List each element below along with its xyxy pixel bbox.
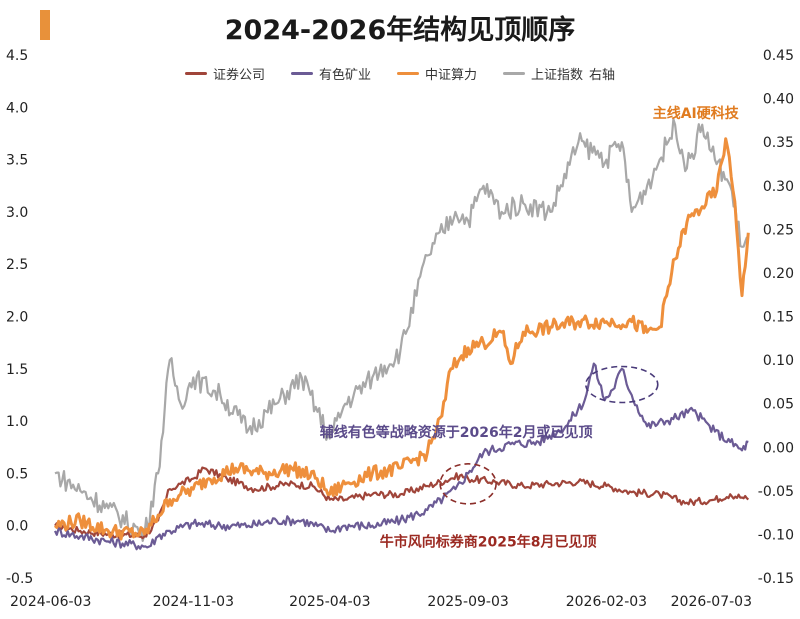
y-right-tick-label: 0.05 <box>763 397 794 413</box>
legend-item-brokers: 证券公司 <box>184 64 265 83</box>
y-left-tick-label: 2.0 <box>6 310 28 326</box>
annotation-metals: 辅线有色等战略资源于2026年2月或已见顶 <box>320 424 593 441</box>
x-tick-label: 2026-02-03 <box>566 594 647 610</box>
legend-label-brokers: 证券公司 <box>212 68 265 83</box>
y-left-tick-label: 4.5 <box>6 48 28 64</box>
y-right-tick-label: 0.35 <box>763 135 794 151</box>
annotation-ai: 主线AI硬科技 <box>653 105 740 122</box>
legend: 证券公司 有色矿业 中证算力 上证指数 右轴 <box>0 64 800 83</box>
legend-swatch-index <box>503 72 525 75</box>
series-line-brokers <box>54 466 750 540</box>
title-accent-bar <box>40 10 50 40</box>
y-left-tick-label: 3.0 <box>6 205 28 221</box>
y-left-tick-label: 3.5 <box>6 153 28 169</box>
y-right-tick-label: -0.15 <box>758 571 794 587</box>
legend-swatch-brokers <box>184 72 207 75</box>
y-right-tick-label: 0.10 <box>763 353 794 369</box>
y-right-tick-label: 0.25 <box>763 222 794 238</box>
ellipse-metals-peak <box>584 365 659 404</box>
legend-item-compute: 中证算力 <box>396 64 477 83</box>
y-right-tick-label: 0.00 <box>763 440 794 456</box>
x-tick-label: 2025-09-03 <box>427 594 508 610</box>
ellipse-brokers-peak <box>439 463 497 505</box>
y-left-tick-label: 2.5 <box>6 257 28 273</box>
legend-label-index: 上证指数 <box>531 68 584 83</box>
legend-swatch-compute <box>396 72 419 75</box>
annotation-brokers: 牛市风向标券商2025年8月已见顶 <box>380 534 597 551</box>
legend-label-metals: 有色矿业 <box>318 68 371 83</box>
x-tick-label: 2026-07-03 <box>671 594 752 610</box>
legend-label-compute: 中证算力 <box>424 68 477 83</box>
legend-label-right-axis: 右轴 <box>589 68 616 83</box>
y-right-tick-label: 0.40 <box>763 92 794 108</box>
y-left-tick-label: 1.0 <box>6 414 28 430</box>
y-left-tick-label: 0.5 <box>6 466 28 482</box>
series-line-compute <box>53 137 750 541</box>
y-left-tick-label: -0.5 <box>6 571 33 587</box>
y-right-tick-label: 0.15 <box>763 310 794 326</box>
y-left-tick-label: 0.0 <box>6 519 28 535</box>
legend-item-index: 上证指数 右轴 <box>503 64 615 83</box>
y-right-tick-label: 0.30 <box>763 179 794 195</box>
x-tick-label: 2024-11-03 <box>153 594 234 610</box>
x-tick-label: 2024-06-03 <box>10 594 91 610</box>
y-left-tick-label: 1.5 <box>6 362 28 378</box>
legend-item-metals: 有色矿业 <box>290 64 371 83</box>
y-right-tick-label: 0.45 <box>763 48 794 64</box>
chart-title: 2024-2026年结构见顶顺序 <box>224 15 576 46</box>
y-left-tick-label: 4.0 <box>6 100 28 116</box>
y-right-tick-label: -0.05 <box>758 484 794 500</box>
series-line-index <box>54 118 749 542</box>
legend-swatch-metals <box>290 72 313 75</box>
y-right-tick-label: 0.20 <box>763 266 794 282</box>
x-tick-label: 2025-04-03 <box>289 594 370 610</box>
series-line-metals <box>54 362 749 551</box>
y-right-tick-label: -0.10 <box>758 527 794 543</box>
